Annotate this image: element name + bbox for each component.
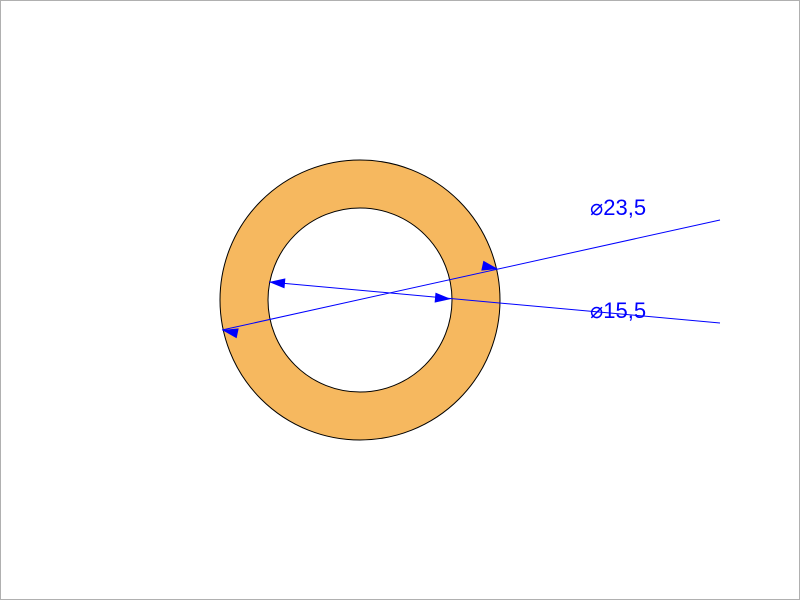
outer-diameter-label: ⌀23,5 (590, 195, 646, 221)
canvas-frame (1, 1, 800, 600)
drawing-canvas: ⌀23,5 ⌀15,5 (0, 0, 800, 600)
svg-stage (0, 0, 800, 600)
inner-diameter-label: ⌀15,5 (590, 298, 646, 324)
